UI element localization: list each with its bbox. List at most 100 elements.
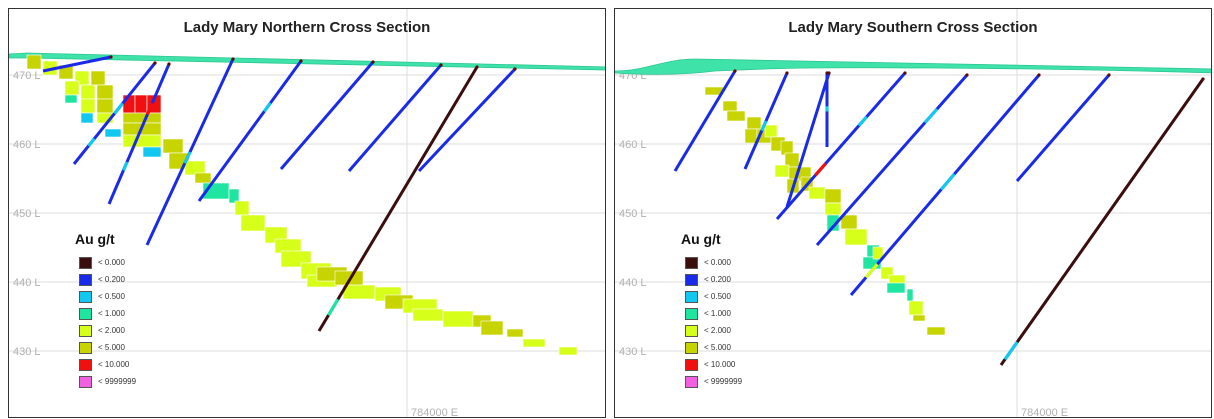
legend-label: < 5.000 — [704, 343, 731, 352]
drill-hole-interval — [940, 172, 956, 191]
grade-block — [774, 164, 790, 178]
drill-hole-collar — [785, 71, 789, 75]
grade-block — [908, 300, 924, 316]
legend-swatch — [79, 358, 92, 371]
drill-hole-collar — [1037, 73, 1041, 77]
grade-block — [824, 202, 842, 216]
easting-label: 784000 E — [1021, 407, 1068, 418]
drill-hole-collar — [299, 59, 303, 63]
grade-block — [744, 128, 758, 144]
drill-hole-interval — [113, 102, 124, 115]
legend-label: < 9999999 — [98, 377, 137, 386]
legend-swatch — [685, 307, 698, 320]
easting-label: 784000 E — [411, 407, 458, 418]
northern-cross-section-panel: 470 L 460 L 450 L 440 L 430 L 784000 E Lady M… — [8, 8, 606, 418]
level-label: 460 L — [13, 139, 41, 151]
legend-label: < 2.000 — [704, 326, 731, 335]
legend-label: < 0.500 — [98, 292, 125, 301]
legend-label: < 0.000 — [704, 258, 731, 267]
level-label: 450 L — [619, 208, 647, 220]
legend-item: < 10.000 — [681, 356, 742, 373]
level-label: 440 L — [13, 277, 41, 289]
level-label: 430 L — [619, 346, 647, 358]
drill-hole-interval — [262, 102, 272, 113]
legend-swatch — [685, 273, 698, 286]
drill-hole-trace — [417, 67, 517, 173]
grade-block — [228, 188, 240, 204]
legend-item: < 2.000 — [681, 322, 742, 339]
legend-swatch — [685, 375, 698, 388]
grade-block — [442, 310, 474, 328]
level-label: 430 L — [13, 346, 41, 358]
legend-item: < 0.200 — [75, 271, 136, 288]
grade-block — [96, 84, 114, 100]
legend-item: < 0.000 — [75, 254, 136, 271]
grade-block — [240, 214, 266, 232]
legend-label: < 10.000 — [98, 360, 130, 369]
legend-item: < 1.000 — [75, 305, 136, 322]
legend-swatch — [685, 256, 698, 269]
drill-hole-collar — [167, 62, 171, 66]
legend-swatch — [79, 375, 92, 388]
grade-block — [746, 116, 762, 130]
ore-blocks — [704, 86, 946, 336]
au-legend-northern: Au g/t < 0.000 < 0.200 < 0.500 < 1.000 < 2.0… — [75, 231, 136, 390]
grade-block — [506, 328, 524, 338]
drill-hole-trace — [42, 55, 112, 73]
grade-block — [194, 172, 212, 184]
grade-block — [412, 308, 444, 322]
drill-hole-collar — [109, 55, 113, 59]
drill-hole-collar — [733, 69, 737, 73]
legend-swatch — [79, 307, 92, 320]
drill-hole-trace — [197, 60, 303, 202]
grade-block — [726, 110, 746, 122]
legend-item: < 9999999 — [681, 373, 742, 390]
drill-hole-trace — [785, 72, 831, 208]
legend-item: < 0.200 — [681, 271, 742, 288]
legend-item: < 5.000 — [75, 339, 136, 356]
grade-block — [104, 128, 122, 138]
drill-hole-trace — [279, 61, 375, 170]
legend-item: < 0.500 — [75, 288, 136, 305]
drill-holes — [42, 55, 517, 332]
grade-block — [234, 200, 250, 216]
legend-label: < 2.000 — [98, 326, 125, 335]
grade-block — [522, 338, 546, 348]
grade-block — [906, 288, 914, 302]
drill-hole-collar — [231, 57, 235, 61]
grade-block — [96, 98, 114, 114]
drill-hole-interval — [121, 161, 129, 172]
northern-section-title: Lady Mary Northern Cross Section — [183, 19, 431, 36]
drill-hole-interval — [145, 102, 154, 116]
legend-label: < 5.000 — [98, 343, 125, 352]
grade-block — [134, 94, 148, 114]
grade-block — [844, 228, 868, 246]
southern-section-title: Lady Mary Southern Cross Section — [788, 19, 1038, 36]
level-label: 460 L — [619, 139, 647, 151]
drill-hole-interval — [87, 137, 96, 147]
grade-block — [886, 282, 906, 294]
drill-hole-collar — [153, 61, 157, 65]
topographic-surface — [9, 52, 605, 71]
grade-block — [90, 70, 106, 86]
southern-cross-section-panel: 470 L 460 L 450 L 440 L 430 L 784000 E Lady M… — [614, 8, 1212, 418]
legend-swatch — [685, 290, 698, 303]
legend-label: < 0.200 — [98, 275, 125, 284]
drill-hole-interval — [1003, 341, 1019, 361]
legend-label: < 0.200 — [704, 275, 731, 284]
grade-block — [142, 146, 162, 158]
grade-block — [64, 80, 80, 96]
drill-hole-trace — [1015, 74, 1111, 182]
grade-block — [808, 186, 826, 200]
drill-hole-collar — [1107, 73, 1111, 77]
grade-block — [80, 112, 94, 124]
grade-block — [80, 84, 96, 100]
drill-hole-interval — [183, 151, 192, 164]
drill-hole-collar — [371, 60, 375, 64]
legend-swatch — [79, 341, 92, 354]
drill-hole-collar — [825, 71, 829, 75]
drill-hole-collar — [513, 67, 517, 71]
legend-label: < 0.500 — [704, 292, 731, 301]
legend-swatch — [685, 324, 698, 337]
